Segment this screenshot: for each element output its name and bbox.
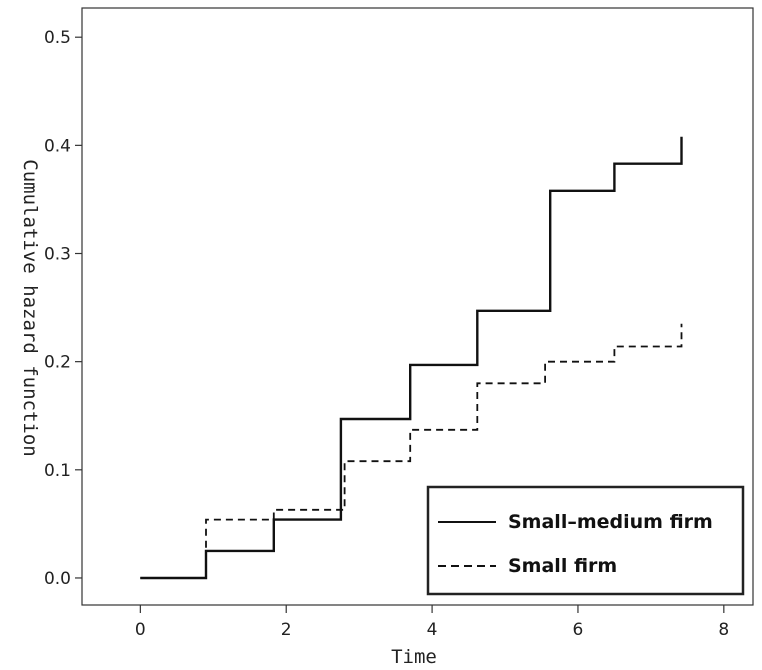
legend-label-small-medium-firm: Small–medium firm [508, 511, 713, 533]
legend: Small–medium firm Small firm [426, 485, 745, 596]
series-line-small-firm [140, 323, 683, 579]
y-tick-label: 0.1 [44, 461, 71, 481]
x-axis-title: Time [391, 646, 437, 668]
y-tick-label: 0.5 [44, 28, 71, 48]
series-layer [140, 136, 683, 580]
y-tick-label: 0.3 [44, 245, 71, 265]
y-tick-label: 0.2 [44, 353, 71, 373]
x-tick-label: 2 [281, 620, 292, 640]
x-axis: 0 2 4 6 8 [135, 605, 729, 640]
y-tick-label: 0.0 [44, 569, 71, 589]
plot-frame [81, 7, 754, 606]
legend-box [426, 485, 745, 596]
y-axis-title: Cumulative hazard function [19, 159, 41, 456]
y-tick-label: 0.4 [44, 136, 71, 156]
x-tick-label: 8 [718, 620, 729, 640]
series-line-small-medium-firm [140, 136, 683, 580]
x-tick-label: 6 [573, 620, 584, 640]
x-tick-label: 0 [135, 620, 146, 640]
y-axis: 0.0 0.1 0.2 0.3 0.4 0.5 [44, 28, 82, 589]
legend-label-small-firm: Small firm [508, 555, 617, 577]
x-tick-label: 4 [427, 620, 438, 640]
